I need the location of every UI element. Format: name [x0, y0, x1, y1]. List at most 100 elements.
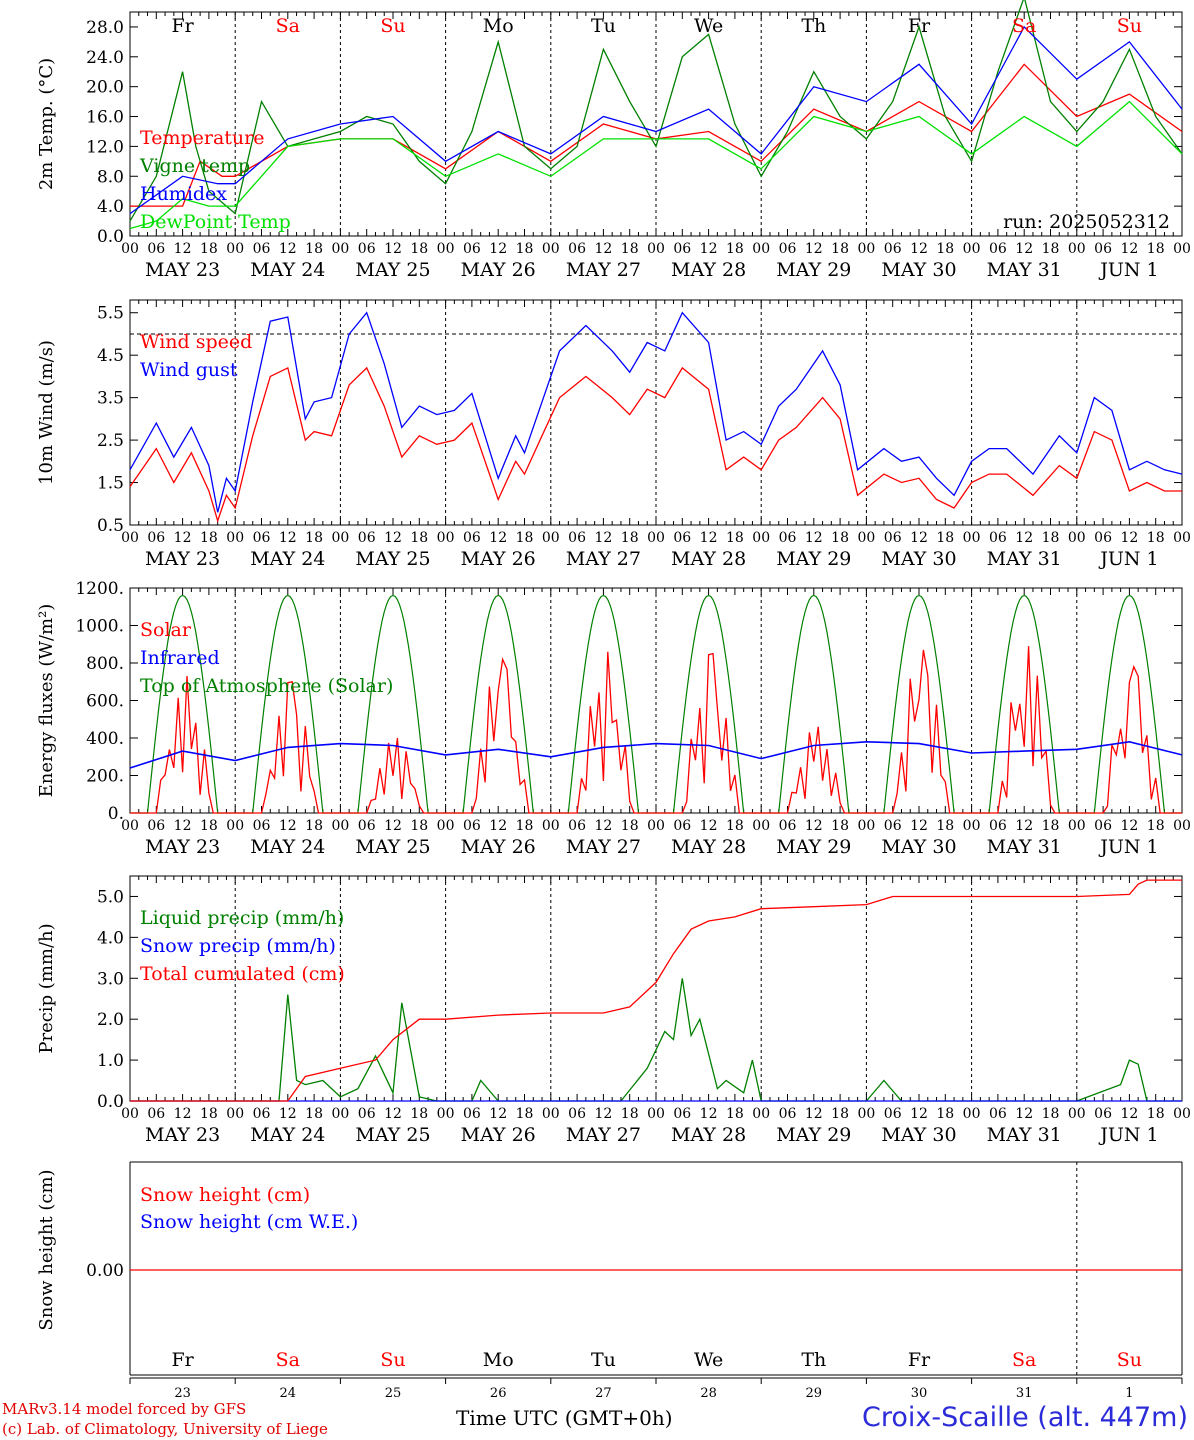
legend-entry: Total cumulated (cm): [140, 963, 345, 985]
date-label: MAY 24: [250, 548, 325, 570]
hour-tick-label: 18: [516, 530, 534, 546]
date-label: MAY 29: [776, 1124, 851, 1146]
hour-tick-label: 00: [647, 818, 665, 834]
date-label: MAY 23: [145, 259, 220, 281]
y-tick-label: 5.5: [97, 304, 124, 324]
date-label: MAY 31: [987, 836, 1062, 858]
y-tick-label: 3.0: [97, 969, 124, 989]
weekday-label: Mo: [483, 1349, 514, 1371]
hour-tick-label: 06: [779, 1106, 797, 1122]
time-axis-title: Time UTC (GMT+0h): [456, 1406, 673, 1430]
date-label: MAY 25: [355, 548, 430, 570]
hour-tick-label: 12: [174, 241, 192, 257]
series-wind-gust: [129, 311, 1183, 513]
hour-tick-label: 06: [1094, 530, 1112, 546]
y-axis-label: Energy fluxes (W/m²): [36, 604, 57, 798]
date-label: MAY 27: [566, 1124, 641, 1146]
hour-tick-label: 06: [989, 530, 1007, 546]
hour-tick-label: 00: [437, 1106, 455, 1122]
hour-tick-label: 00: [226, 530, 244, 546]
hour-tick-label: 00: [542, 241, 560, 257]
date-label: MAY 26: [461, 1124, 536, 1146]
hour-tick-label: 18: [410, 818, 428, 834]
hour-tick-label: 12: [700, 818, 718, 834]
hour-tick-label: 06: [147, 1106, 165, 1122]
hour-tick-label: 06: [147, 530, 165, 546]
hour-tick-label: 00: [437, 530, 455, 546]
hour-tick-label: 18: [1147, 818, 1165, 834]
day-number-label: 1: [1125, 1386, 1133, 1400]
weekday-label: Su: [1117, 15, 1142, 37]
weekday-label: Mo: [483, 15, 514, 37]
legend-entry: Infrared: [140, 647, 220, 669]
hour-tick-label: 00: [963, 818, 981, 834]
weekday-label: Su: [380, 15, 405, 37]
hour-tick-label: 18: [621, 1106, 639, 1122]
hour-tick-label: 06: [673, 241, 691, 257]
date-label: MAY 31: [987, 259, 1062, 281]
date-label: MAY 26: [461, 548, 536, 570]
date-label: MAY 28: [671, 1124, 746, 1146]
series-wind-speed: [129, 366, 1182, 523]
meteogram: 0.04.08.012.016.020.024.028.0 Fr Sa Su Mo Tu W…: [36, 0, 1191, 1400]
weekday-label: Sa: [276, 1349, 300, 1371]
date-label: MAY 31: [987, 1124, 1062, 1146]
hour-tick-label: 06: [253, 530, 271, 546]
date-label: MAY 24: [250, 1124, 325, 1146]
date-label: MAY 31: [987, 548, 1062, 570]
y-tick-label: 16.0: [86, 108, 124, 128]
plot-frame: [129, 587, 1183, 814]
hour-tick-label: 00: [226, 1106, 244, 1122]
hour-tick-label: 00: [647, 1106, 665, 1122]
hour-tick-label: 00: [1173, 1106, 1191, 1122]
weekday-label: Th: [801, 15, 826, 37]
y-tick-label: 3.5: [97, 389, 124, 409]
legend-entry: DewPoint Temp: [140, 211, 291, 233]
date-label: MAY 28: [671, 259, 746, 281]
date-label: MAY 23: [145, 836, 220, 858]
date-label: MAY 23: [145, 1124, 220, 1146]
hour-tick-label: 06: [568, 1106, 586, 1122]
hour-tick-label: 18: [1042, 530, 1060, 546]
y-axis-label: Snow height (cm): [36, 1169, 57, 1330]
y-tick-label: 20.0: [86, 78, 124, 98]
hour-tick-label: 06: [463, 1106, 481, 1122]
wind-panel: 0.5 1.5 2.5 3.5 4.5 5.5 Wind speed Wind gust 10m…: [36, 299, 1191, 570]
hour-tick-label: 06: [147, 241, 165, 257]
hour-tick-label: 06: [253, 818, 271, 834]
weekday-label: Tu: [591, 15, 616, 37]
hour-tick-label: 18: [200, 241, 218, 257]
hour-tick-label: 12: [805, 530, 823, 546]
y-tick-label: 2.5: [97, 431, 124, 451]
hour-tick-label: 00: [963, 241, 981, 257]
date-label: MAY 27: [566, 836, 641, 858]
hour-tick-label: 12: [279, 530, 297, 546]
series-temperature: [130, 63, 1183, 207]
hour-tick-label: 12: [279, 1106, 297, 1122]
hour-tick-label: 18: [305, 530, 323, 546]
hour-tick-label: 06: [1094, 241, 1112, 257]
hour-tick-label: 06: [1094, 818, 1112, 834]
series-dewpoint-temp: [129, 100, 1183, 230]
legend-entry: Wind speed: [140, 331, 252, 353]
date-label: MAY 23: [145, 548, 220, 570]
hour-tick-label: 18: [305, 241, 323, 257]
hour-tick-label: 00: [1173, 818, 1191, 834]
hour-tick-label: 18: [305, 818, 323, 834]
hour-tick-label: 00: [752, 241, 770, 257]
snow-panel: 0.00 Snow height (cm) Snow height (cm W.E.…: [36, 1161, 1183, 1400]
hour-tick-label: 12: [700, 530, 718, 546]
hour-tick-label: 00: [1173, 241, 1191, 257]
weekday-label: Fr: [908, 15, 931, 37]
weekday-label: Fr: [171, 15, 194, 37]
hour-tick-label: 00: [857, 1106, 875, 1122]
hour-tick-label: 06: [568, 530, 586, 546]
hour-tick-label: 00: [1068, 818, 1086, 834]
hour-tick-label: 18: [516, 1106, 534, 1122]
hour-tick-label: 18: [200, 530, 218, 546]
hour-tick-label: 18: [726, 1106, 744, 1122]
hour-tick-label: 18: [936, 1106, 954, 1122]
hour-tick-label: 00: [121, 241, 139, 257]
hour-tick-label: 18: [621, 530, 639, 546]
date-label: MAY 24: [250, 836, 325, 858]
